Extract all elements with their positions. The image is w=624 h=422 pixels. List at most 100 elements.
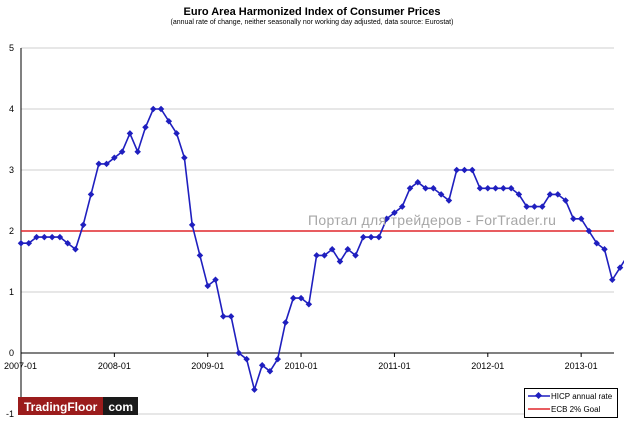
data-point-hicp: [406, 185, 414, 192]
legend-item-hicp: HICP annual rate: [525, 390, 617, 402]
data-point-hicp: [220, 313, 227, 320]
data-point-hicp: [282, 319, 289, 326]
x-tick-label: 2012-01: [471, 361, 504, 371]
data-point-hicp: [305, 300, 313, 308]
data-point-hicp: [398, 203, 406, 210]
data-point-hicp: [539, 203, 546, 210]
data-point-hicp: [150, 105, 157, 113]
data-point-hicp: [165, 117, 173, 125]
data-point-hicp: [593, 239, 600, 247]
y-tick-label: 0: [9, 348, 14, 358]
brand-suffix: com: [103, 397, 139, 415]
data-point-hicp: [437, 191, 445, 198]
data-point-hicp: [258, 361, 266, 369]
data-point-hicp: [188, 221, 196, 229]
chart-title: Euro Area Harmonized Index of Consumer P…: [183, 6, 441, 18]
data-point-hicp: [375, 233, 383, 241]
y-tick-label: 2: [9, 226, 14, 236]
data-point-hicp: [523, 203, 530, 210]
y-tick-label: 1: [9, 287, 14, 297]
data-point-hicp: [297, 294, 305, 302]
data-point-hicp: [476, 185, 484, 192]
data-point-hicp: [274, 355, 281, 363]
data-point-hicp: [453, 166, 460, 174]
data-point-hicp: [577, 215, 585, 223]
x-tick-label: 2011-01: [378, 361, 410, 371]
data-point-hicp: [196, 252, 204, 259]
x-tick-label: 2009-01: [191, 361, 224, 371]
data-point-hicp: [391, 209, 398, 216]
data-point-hicp: [111, 154, 118, 162]
watermark-text: Портал для трейдеров - ForTrader.ru: [308, 212, 557, 228]
data-point-hicp: [500, 185, 507, 192]
x-tick-label: 2010-01: [285, 361, 318, 371]
data-point-hicp: [321, 252, 328, 259]
x-tick-label: 2013-01: [565, 361, 598, 371]
data-point-hicp: [367, 233, 375, 241]
data-point-hicp: [243, 355, 250, 363]
data-point-hicp: [48, 233, 56, 241]
data-point-hicp: [430, 185, 437, 192]
data-point-hicp: [515, 191, 523, 198]
series-line-hicp: [21, 108, 624, 393]
data-point-hicp: [157, 105, 165, 113]
data-point-hicp: [17, 239, 25, 247]
data-point-hicp: [445, 197, 453, 204]
data-point-hicp: [142, 124, 149, 131]
legend-label-ecb: ECB 2% Goal: [551, 404, 601, 414]
data-point-hicp: [204, 282, 211, 290]
data-point-hicp: [585, 227, 593, 235]
data-point-hicp: [134, 148, 141, 155]
data-point-hicp: [251, 386, 258, 393]
data-point-hicp: [64, 239, 71, 247]
brand-name: TradingFloor: [18, 397, 104, 415]
data-point-hicp: [72, 246, 79, 253]
data-point-hicp: [344, 246, 352, 253]
data-point-hicp: [352, 252, 359, 259]
data-point-hicp: [383, 215, 390, 223]
data-point-hicp: [492, 185, 499, 192]
y-tick-label: 3: [9, 165, 14, 175]
data-point-hicp: [266, 368, 274, 375]
data-point-hicp: [570, 215, 577, 223]
data-point-hicp: [25, 239, 33, 247]
y-tick-label: 5: [9, 43, 14, 53]
data-point-hicp: [235, 349, 243, 357]
data-point-hicp: [546, 191, 554, 198]
data-point-hicp: [87, 191, 95, 198]
data-point-hicp: [616, 264, 624, 271]
chart-legend: HICP annual rate ECB 2% Goal: [524, 388, 618, 418]
data-point-hicp: [360, 233, 367, 241]
data-point-hicp: [313, 252, 320, 259]
tradingfloor-logo: TradingFloor com: [18, 397, 139, 415]
data-point-hicp: [601, 246, 608, 253]
legend-swatch-ecb: [528, 408, 550, 410]
data-point-hicp: [531, 203, 538, 210]
y-tick-label: 4: [9, 104, 14, 114]
data-point-hicp: [484, 185, 492, 192]
chart-subtitle: (annual rate of change, neither seasonal…: [170, 19, 454, 26]
data-point-hicp: [79, 221, 87, 229]
data-point-hicp: [181, 154, 188, 162]
data-point-hicp: [609, 276, 616, 284]
data-point-hicp: [173, 130, 180, 137]
legend-label-hicp: HICP annual rate: [551, 391, 613, 401]
data-point-hicp: [468, 166, 476, 174]
data-point-hicp: [562, 197, 569, 204]
data-point-hicp: [328, 246, 336, 253]
data-point-hicp: [554, 191, 562, 198]
data-point-hicp: [227, 313, 235, 320]
data-point-hicp: [290, 294, 297, 302]
y-tick-label: -1: [6, 409, 14, 419]
data-point-hicp: [126, 130, 134, 137]
data-point-hicp: [336, 258, 344, 265]
data-point-hicp: [41, 233, 48, 241]
legend-item-ecb: ECB 2% Goal: [525, 403, 617, 415]
data-point-hicp: [507, 185, 515, 192]
data-point-hicp: [414, 178, 422, 186]
data-point-hicp: [118, 148, 126, 155]
data-point-hicp: [95, 160, 103, 168]
legend-swatch-hicp: [528, 391, 550, 400]
data-point-hicp: [422, 185, 429, 192]
